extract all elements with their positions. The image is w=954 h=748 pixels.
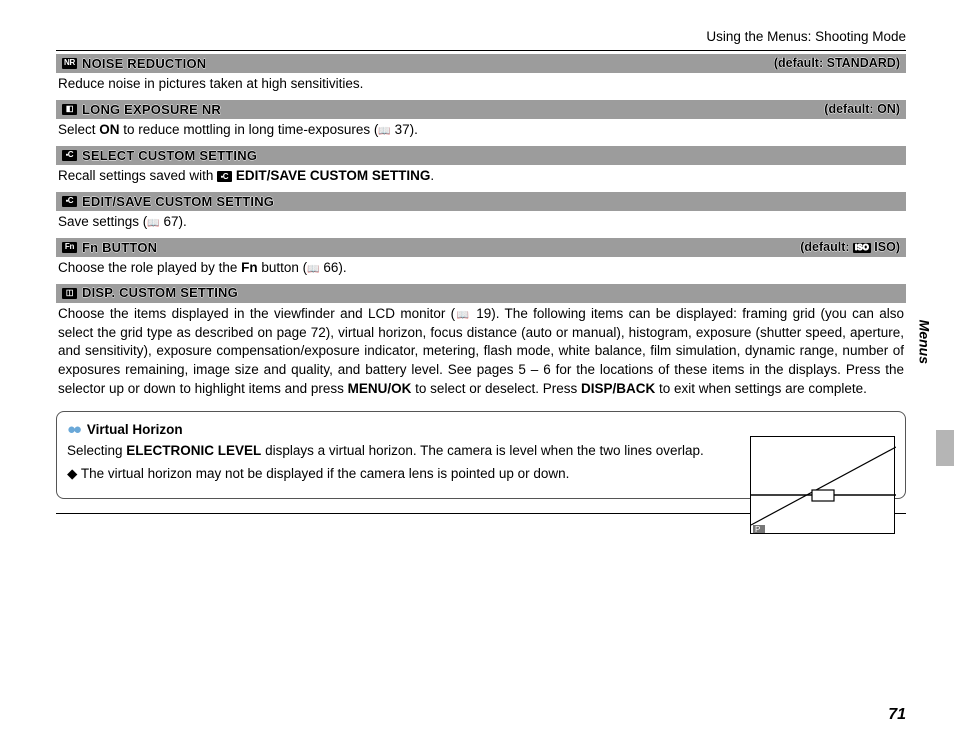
nr-icon: NR: [62, 58, 77, 69]
callout-note: The virtual horizon may not be displayed…: [67, 465, 747, 484]
side-tab-label: Menus: [914, 320, 933, 364]
section-bar-noise-reduction: NR NOISE REDUCTION (default: STANDARD): [56, 54, 906, 73]
side-tab: Menus: [936, 352, 954, 448]
fn-icon: Fn: [62, 242, 77, 253]
side-tab-block: [936, 430, 954, 466]
section-desc: Select ON to reduce mottling in long tim…: [56, 119, 906, 146]
long-exposure-icon: ◧: [62, 104, 77, 115]
section-desc: Reduce noise in pictures taken at high s…: [56, 73, 906, 100]
section-bar-fn-button: Fn Fn BUTTON (default: ISO ISO): [56, 238, 906, 257]
running-head: Using the Menus: Shooting Mode: [56, 28, 906, 51]
virtual-horizon-callout: ●● Virtual Horizon Selecting ELECTRONIC …: [56, 411, 906, 499]
iso-icon: ISO: [853, 243, 871, 253]
section-bar-select-custom: ⬝C SELECT CUSTOM SETTING: [56, 146, 906, 165]
section-title: NOISE REDUCTION: [82, 55, 206, 73]
section-title: SELECT CUSTOM SETTING: [82, 147, 257, 165]
section-title: EDIT/SAVE CUSTOM SETTING: [82, 193, 274, 211]
custom-icon: ⬝C: [217, 171, 232, 182]
disp-icon: ◫: [62, 288, 77, 299]
section-desc: Choose the items displayed in the viewfi…: [56, 303, 906, 405]
section-bar-edit-save: ⬝C EDIT/SAVE CUSTOM SETTING: [56, 192, 906, 211]
page-ref-icon: [307, 260, 319, 275]
callout-dots-icon: ●●: [67, 421, 79, 438]
section-title: Fn BUTTON: [82, 239, 157, 257]
section-desc: Recall settings saved with ⬝C EDIT/SAVE …: [56, 165, 906, 192]
mode-p-label: P: [755, 525, 760, 534]
section-title: LONG EXPOSURE NR: [82, 101, 221, 119]
page-ref-icon: [147, 214, 159, 229]
callout-line: Selecting ELECTRONIC LEVEL displays a vi…: [67, 442, 747, 461]
page-ref-icon: [455, 306, 471, 321]
section-desc: Choose the role played by the Fn button …: [56, 257, 906, 284]
default-badge: (default: ISO ISO): [800, 239, 900, 256]
default-badge: (default: STANDARD): [774, 55, 900, 72]
virtual-horizon-figure: P: [750, 436, 895, 534]
page-ref-icon: [378, 122, 390, 137]
page-number: 71: [888, 704, 906, 726]
section-bar-long-exposure: ◧ LONG EXPOSURE NR (default: ON): [56, 100, 906, 119]
section-desc: Save settings ( 67).: [56, 211, 906, 238]
section-bar-disp-custom: ◫ DISP. CUSTOM SETTING: [56, 284, 906, 303]
section-title: DISP. CUSTOM SETTING: [82, 284, 238, 302]
custom-icon: ⬝C: [62, 196, 77, 207]
custom-icon: ⬝C: [62, 150, 77, 161]
default-badge: (default: ON): [824, 101, 900, 118]
